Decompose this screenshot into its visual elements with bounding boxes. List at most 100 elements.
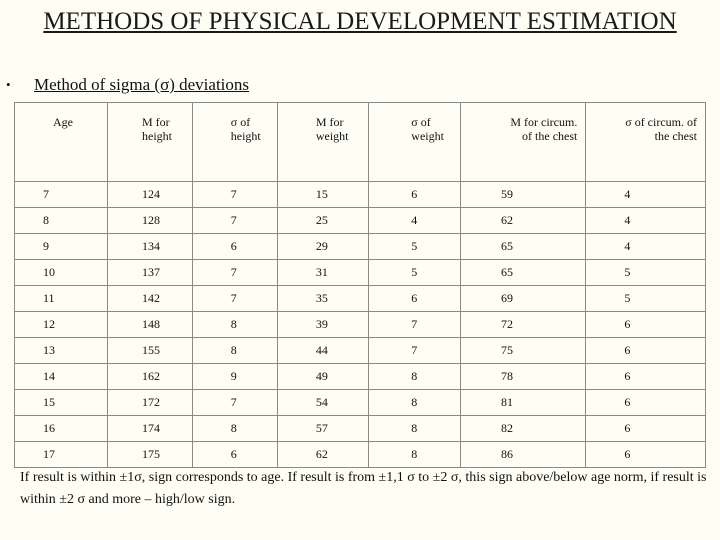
- table-cell: 155: [107, 337, 193, 364]
- table-cell: 15: [276, 181, 370, 208]
- table-cell: 65: [460, 259, 587, 286]
- table-cell: 7: [368, 337, 462, 364]
- table-cell: 5: [368, 233, 462, 260]
- table-cell: 6: [585, 337, 706, 364]
- table-cell: 57: [276, 415, 370, 442]
- table-cell: 128: [107, 207, 193, 234]
- table-cell: 134: [107, 233, 193, 260]
- table-row: 11 142 7 35 6 69 5: [14, 285, 706, 312]
- table-cell: 7: [191, 181, 278, 208]
- table-cell: 16: [14, 415, 108, 442]
- table-cell: 72: [460, 311, 587, 338]
- table-cell: 9: [191, 363, 278, 390]
- table-cell: 124: [107, 181, 193, 208]
- table-row: 16 174 8 57 8 82 6: [14, 415, 706, 442]
- header-sigma-weight: σ of weight: [368, 102, 462, 182]
- table-cell: 4: [585, 233, 706, 260]
- table-cell: 5: [585, 259, 706, 286]
- table-row: 13 155 8 44 7 75 6: [14, 337, 706, 364]
- sigma-table: Age M for height σ of height M for weigh…: [14, 102, 706, 468]
- table-cell: 148: [107, 311, 193, 338]
- table-cell: 8: [368, 363, 462, 390]
- table-cell: 7: [368, 311, 462, 338]
- table-cell: 7: [191, 259, 278, 286]
- header-age: Age: [14, 102, 108, 182]
- table-cell: 7: [191, 207, 278, 234]
- table-cell: 174: [107, 415, 193, 442]
- table-row: 9 134 6 29 5 65 4: [14, 233, 706, 260]
- table-row: 8 128 7 25 4 62 4: [14, 207, 706, 234]
- table-cell: 137: [107, 259, 193, 286]
- table-cell: 44: [276, 337, 370, 364]
- table-cell: 8: [191, 311, 278, 338]
- header-m-height: M for height: [107, 102, 193, 182]
- table-cell: 17: [14, 441, 108, 468]
- table-row: 14 162 9 49 8 78 6: [14, 363, 706, 390]
- table-cell: 6: [368, 285, 462, 312]
- table-cell: 4: [368, 207, 462, 234]
- table-cell: 6: [585, 311, 706, 338]
- page-title: METHODS OF PHYSICAL DEVELOPMENT ESTIMATI…: [43, 8, 677, 35]
- table-cell: 8: [368, 415, 462, 442]
- table-row: 17 175 6 62 8 86 6: [14, 441, 706, 468]
- table-cell: 14: [14, 363, 108, 390]
- table-cell: 162: [107, 363, 193, 390]
- table-cell: 25: [276, 207, 370, 234]
- table-row: 7 124 7 15 6 59 4: [14, 181, 706, 208]
- header-sigma-chest: σ of circum. of the chest: [585, 102, 706, 182]
- table-cell: 8: [14, 207, 108, 234]
- table-cell: 6: [585, 441, 706, 468]
- table-cell: 62: [460, 207, 587, 234]
- table-cell: 75: [460, 337, 587, 364]
- table-cell: 7: [191, 389, 278, 416]
- table-cell: 15: [14, 389, 108, 416]
- table-cell: 62: [276, 441, 370, 468]
- table-cell: 59: [460, 181, 587, 208]
- table-cell: 6: [585, 415, 706, 442]
- table-cell: 7: [14, 181, 108, 208]
- header-m-weight: M for weight: [276, 102, 370, 182]
- table-cell: 9: [14, 233, 108, 260]
- table-cell: 7: [191, 285, 278, 312]
- bullet-icon: •: [6, 77, 11, 92]
- table-cell: 11: [14, 285, 108, 312]
- table-cell: 54: [276, 389, 370, 416]
- interpretation-note: If result is within ±1σ, sign correspond…: [20, 470, 707, 507]
- table-cell: 172: [107, 389, 193, 416]
- table-cell: 8: [191, 415, 278, 442]
- table-cell: 6: [191, 233, 278, 260]
- table-cell: 4: [585, 207, 706, 234]
- table-cell: 5: [368, 259, 462, 286]
- header-sigma-height: σ of height: [191, 102, 278, 182]
- table-cell: 6: [585, 389, 706, 416]
- table-row: 15 172 7 54 8 81 6: [14, 389, 706, 416]
- table-cell: 6: [585, 363, 706, 390]
- table-cell: 6: [191, 441, 278, 468]
- table-row: 10 137 7 31 5 65 5: [14, 259, 706, 286]
- table-cell: 29: [276, 233, 370, 260]
- header-m-chest: M for circum. of the chest: [460, 102, 587, 182]
- table-row: 12 148 8 39 7 72 6: [14, 311, 706, 338]
- table-cell: 142: [107, 285, 193, 312]
- table-cell: 69: [460, 285, 587, 312]
- subtitle-row: • Method of sigma (σ) deviations: [6, 74, 249, 96]
- table-cell: 31: [276, 259, 370, 286]
- table-cell: 78: [460, 363, 587, 390]
- table-cell: 49: [276, 363, 370, 390]
- table-cell: 175: [107, 441, 193, 468]
- table-cell: 5: [585, 285, 706, 312]
- table-cell: 8: [368, 389, 462, 416]
- table-cell: 65: [460, 233, 587, 260]
- table-cell: 8: [191, 337, 278, 364]
- section-subtitle: Method of sigma (σ) deviations: [34, 75, 250, 94]
- table-cell: 12: [14, 311, 108, 338]
- table-cell: 35: [276, 285, 370, 312]
- table-cell: 39: [276, 311, 370, 338]
- table-cell: 13: [14, 337, 108, 364]
- table-cell: 10: [14, 259, 108, 286]
- table-header-row: Age M for height σ of height M for weigh…: [14, 102, 706, 182]
- table-cell: 8: [368, 441, 462, 468]
- table-cell: 86: [460, 441, 587, 468]
- table-cell: 4: [585, 181, 706, 208]
- table-cell: 81: [460, 389, 587, 416]
